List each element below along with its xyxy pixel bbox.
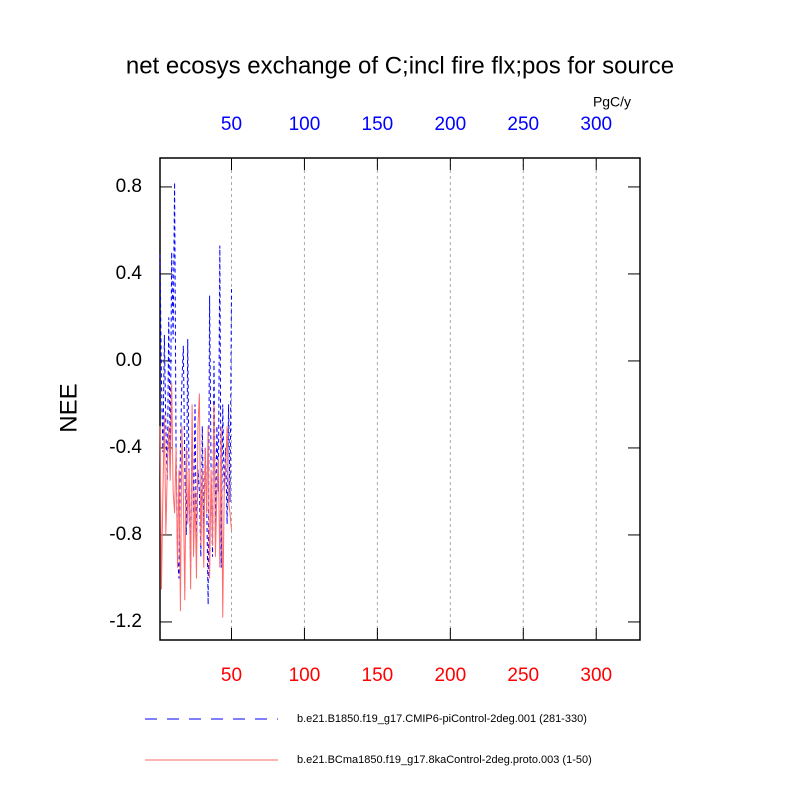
y-axis-label: NEE	[55, 383, 82, 432]
x-tick-label: 100	[289, 665, 321, 686]
y-tick-label: 0.0	[116, 350, 142, 371]
legend-label: b.e21.B1850.f19_g17.CMIP6-piControl-2deg…	[297, 713, 587, 725]
x-tick-label-top: 150	[362, 114, 394, 135]
x-tick-label: 200	[434, 665, 466, 686]
y-tick-label: -0.8	[109, 524, 142, 545]
x-tick-label: 300	[580, 665, 612, 686]
chart-title: net ecosys exchange of C;incl fire flx;p…	[126, 52, 674, 79]
series-line	[159, 182, 232, 605]
x-tick-label-top: 250	[507, 114, 539, 135]
x-tick-label-top: 100	[289, 114, 321, 135]
y-tick-label: -1.2	[109, 611, 142, 632]
x-tick-label: 50	[221, 665, 242, 686]
series-line	[159, 382, 232, 618]
x-tick-label-top: 200	[434, 114, 466, 135]
plot-frame	[159, 157, 641, 641]
x-tick-label: 150	[362, 665, 394, 686]
y-tick-label: -0.4	[109, 437, 142, 458]
x-tick-label-top: 50	[221, 114, 242, 135]
x-tick-label: 250	[507, 665, 539, 686]
units-label: PgC/y	[593, 94, 631, 110]
y-tick-label: 0.4	[116, 263, 143, 284]
y-tick-label: 0.8	[116, 176, 142, 197]
legend-label: b.e21.BCma1850.f19_g17.8kaControl-2deg.p…	[297, 754, 592, 766]
x-tick-label-top: 300	[580, 114, 612, 135]
